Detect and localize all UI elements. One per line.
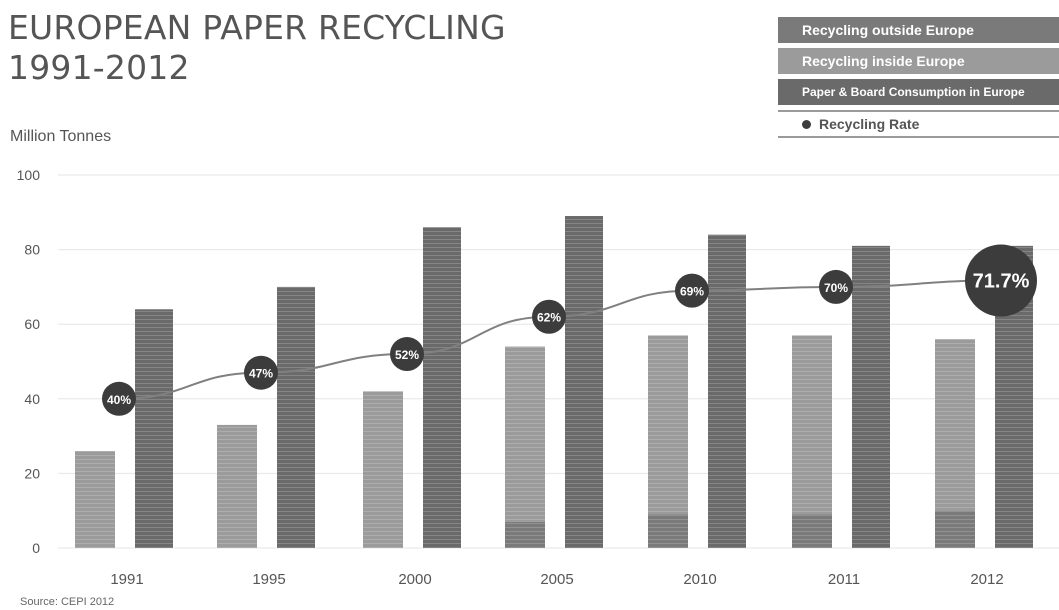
x-tick-label: 2011 (828, 571, 860, 588)
recycling-rate-marker (675, 273, 709, 308)
bar-texture (363, 391, 403, 548)
title-line-2: 1991-2012 (8, 48, 190, 87)
chart-title: EUROPEAN PAPER RECYCLING 1991-2012 (8, 8, 506, 88)
legend: Recycling outside Europe Recycling insid… (778, 17, 1059, 143)
y-tick-label: 0 (32, 540, 40, 556)
chart-canvas: 0 20 40 60 80 100 1991 1995 2000 2005 2010 2011 2012… (17, 167, 1059, 588)
recycling-rate-marker (390, 337, 424, 372)
legend-item-recycling-rate: Recycling Rate (778, 110, 1059, 138)
bar-texture (648, 335, 688, 515)
legend-item-recycling-inside: Recycling inside Europe (778, 48, 1059, 74)
y-tick-label: 40 (24, 391, 40, 407)
bar-texture (648, 514, 688, 548)
recycling-rate-dot-icon (802, 119, 811, 129)
bar-texture (505, 521, 545, 548)
x-tick-label: 2012 (970, 571, 1003, 588)
bar-texture (852, 245, 890, 548)
recycling-rate-label: 40% (107, 393, 131, 407)
y-axis-unit-label: Million Tonnes (10, 128, 112, 145)
x-tick-label: 2005 (540, 571, 573, 588)
bar-texture (565, 216, 603, 548)
recycling-rate-label: 52% (395, 348, 419, 362)
bar-texture (935, 339, 975, 511)
y-tick-label: 100 (17, 167, 41, 183)
recycling-rate-marker (102, 381, 136, 416)
bar-texture (217, 424, 257, 548)
recycling-rate-label: 47% (249, 367, 273, 381)
recycling-rate-label: 71.7% (973, 271, 1030, 293)
title-line-1: EUROPEAN PAPER RECYCLING (8, 8, 506, 47)
x-tick-label: 2000 (398, 571, 431, 588)
bar-texture (792, 335, 832, 515)
source-note: Source: CEPI 2012 (20, 596, 115, 608)
bar-texture (505, 346, 545, 522)
y-tick-label: 60 (24, 316, 40, 332)
recycling-rate-marker (532, 299, 566, 334)
bar-texture (277, 286, 315, 548)
legend-item-consumption: Paper & Board Consumption in Europe (778, 79, 1059, 105)
recycling-rate-marker (244, 355, 278, 390)
y-tick-label: 20 (24, 465, 40, 481)
recycling-rate-label: 70% (824, 281, 848, 295)
x-tick-label: 2010 (683, 571, 716, 588)
bar-texture (792, 514, 832, 548)
bar-texture (935, 510, 975, 548)
recycling-rate-marker (819, 269, 853, 304)
bar-texture (75, 451, 115, 548)
bar-texture (708, 234, 746, 548)
x-tick-label: 1991 (110, 571, 143, 588)
y-tick-label: 80 (24, 242, 40, 258)
recycling-rate-marker (965, 244, 1037, 317)
legend-label: Recycling inside Europe (802, 53, 965, 69)
recycling-rate-label: 69% (680, 285, 704, 299)
legend-item-recycling-outside: Recycling outside Europe (778, 17, 1059, 43)
bar-texture (423, 227, 461, 548)
legend-label: Paper & Board Consumption in Europe (802, 85, 1025, 99)
legend-label: Recycling Rate (819, 116, 920, 132)
x-tick-label: 1995 (252, 571, 285, 588)
bar-texture (135, 309, 173, 548)
legend-label: Recycling outside Europe (802, 22, 974, 38)
recycling-rate-label: 62% (537, 311, 561, 325)
